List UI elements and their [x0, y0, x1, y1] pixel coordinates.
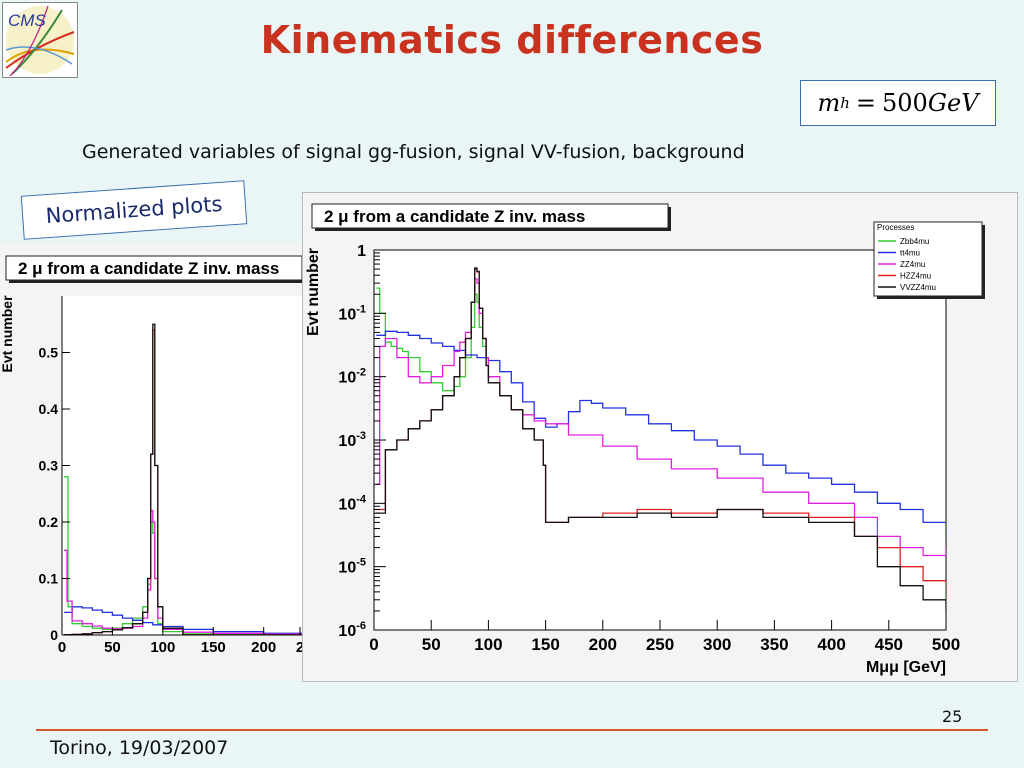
x-tick-label: 100: [150, 639, 175, 656]
page-number: 25: [942, 707, 963, 726]
x-tick-label: 2: [296, 639, 304, 656]
normalized-note: Normalized plots: [20, 180, 248, 240]
formula-var: m: [817, 89, 841, 117]
legend-label-tt4mu: tt4mu: [900, 249, 920, 258]
chart-title: 2 μ from a candidate Z inv. mass: [324, 207, 585, 226]
footer-divider: [36, 729, 988, 731]
y-tick-label: 0.4: [39, 401, 59, 417]
x-tick-label: 0: [369, 635, 378, 654]
footer-text: Torino, 19/03/2007: [50, 737, 229, 759]
y-tick-label: 1: [357, 243, 366, 260]
y-tick-exp: -6: [356, 620, 366, 632]
plot-linear: 2 μ from a candidate Z inv. mass 0 50 100 15…: [0, 244, 312, 680]
y-tick-label: 0.3: [39, 458, 59, 474]
formula-unit: GeV: [927, 89, 979, 117]
title-box: [311, 203, 669, 229]
series-line-zz4mu: [376, 278, 946, 557]
title-box: [5, 255, 303, 281]
x-tick-label: 400: [817, 635, 845, 654]
cms-logo-text: CMS: [8, 11, 46, 30]
y-tick-label: 0.2: [39, 514, 59, 530]
y-tick-base: 10: [338, 623, 356, 640]
series-line-tt4mu: [64, 606, 304, 635]
y-tick-exp: -2: [356, 367, 366, 379]
plot-log: 2 μ from a candidate Z inv. mass 0 50 100 15…: [302, 192, 1018, 682]
legend-label-hzz4mu: HZZ4mu: [900, 272, 931, 281]
slide-subtitle: Generated variables of signal gg-fusion,…: [82, 141, 745, 163]
y-tick-label: 10-4: [338, 493, 366, 513]
x-tick-label: 250: [646, 635, 674, 654]
x-axis-label: Mμμ [GeV]: [866, 659, 946, 676]
y-tick-base: 10: [338, 496, 356, 513]
y-axis-label: Evt number: [0, 295, 15, 373]
y-tick-exp: -4: [356, 493, 367, 505]
legend-label-zbb4mu: Zbb4mu: [900, 237, 929, 246]
y-tick-base: 10: [338, 560, 356, 577]
x-tick-label: 300: [703, 635, 731, 654]
series-line-tt4mu: [376, 330, 946, 538]
x-tick-label: 150: [201, 639, 226, 656]
y-tick-label: 0: [50, 627, 58, 643]
legend-label-vvzz4mu: VVZZ4mu: [900, 283, 936, 292]
formula-num: 500: [882, 89, 928, 117]
chart-title: 2 μ from a candidate Z inv. mass: [18, 259, 279, 278]
y-tick-base: 10: [338, 370, 356, 387]
series-line-vvzz4mu: [64, 323, 304, 635]
x-tick-label: 200: [251, 639, 276, 656]
y-tick-base: 10: [338, 306, 356, 323]
y-tick-label: 10-2: [338, 367, 366, 387]
y-tick-label: 0.5: [39, 345, 59, 361]
legend-title: Processes: [877, 223, 914, 232]
x-tick-label: 450: [875, 635, 903, 654]
y-tick-label: 10-1: [338, 303, 366, 323]
series-line-vvzz4mu: [376, 267, 946, 612]
y-tick-label: 0.1: [39, 571, 59, 587]
x-tick-label: 350: [760, 635, 788, 654]
x-tick-label: 50: [422, 635, 441, 654]
plot-area: [374, 250, 946, 630]
y-tick-label: 10-3: [338, 430, 366, 450]
legend-box: [873, 221, 983, 297]
x-tick-label: 100: [474, 635, 502, 654]
formula-sub: h: [840, 94, 850, 112]
y-tick-base: 1: [357, 243, 366, 260]
x-tick-label: 150: [531, 635, 559, 654]
x-tick-label: 500: [932, 635, 960, 654]
cms-logo: CMS: [2, 2, 78, 78]
y-tick-label: 10-5: [338, 557, 366, 577]
y-tick-label: 10-6: [338, 620, 366, 640]
y-axis-label: Evt number: [305, 248, 322, 336]
x-tick-label: 0: [58, 639, 66, 656]
x-tick-label: 200: [589, 635, 617, 654]
y-tick-exp: -1: [356, 303, 366, 315]
y-tick-base: 10: [338, 433, 356, 450]
x-tick-label: 50: [104, 639, 121, 656]
legend: Processes Zbb4mu tt4mu ZZ4mu HZZ4mu VVZZ4mu: [873, 221, 985, 299]
y-tick-exp: -3: [356, 430, 366, 442]
y-tick-exp: -5: [356, 557, 366, 569]
legend-label-zz4mu: ZZ4mu: [900, 260, 925, 269]
formula-eq: =: [855, 89, 876, 117]
slide-title: Kinematics differences: [260, 18, 764, 62]
plot-frame-border: [302, 192, 1018, 682]
plot-area: [62, 296, 304, 635]
